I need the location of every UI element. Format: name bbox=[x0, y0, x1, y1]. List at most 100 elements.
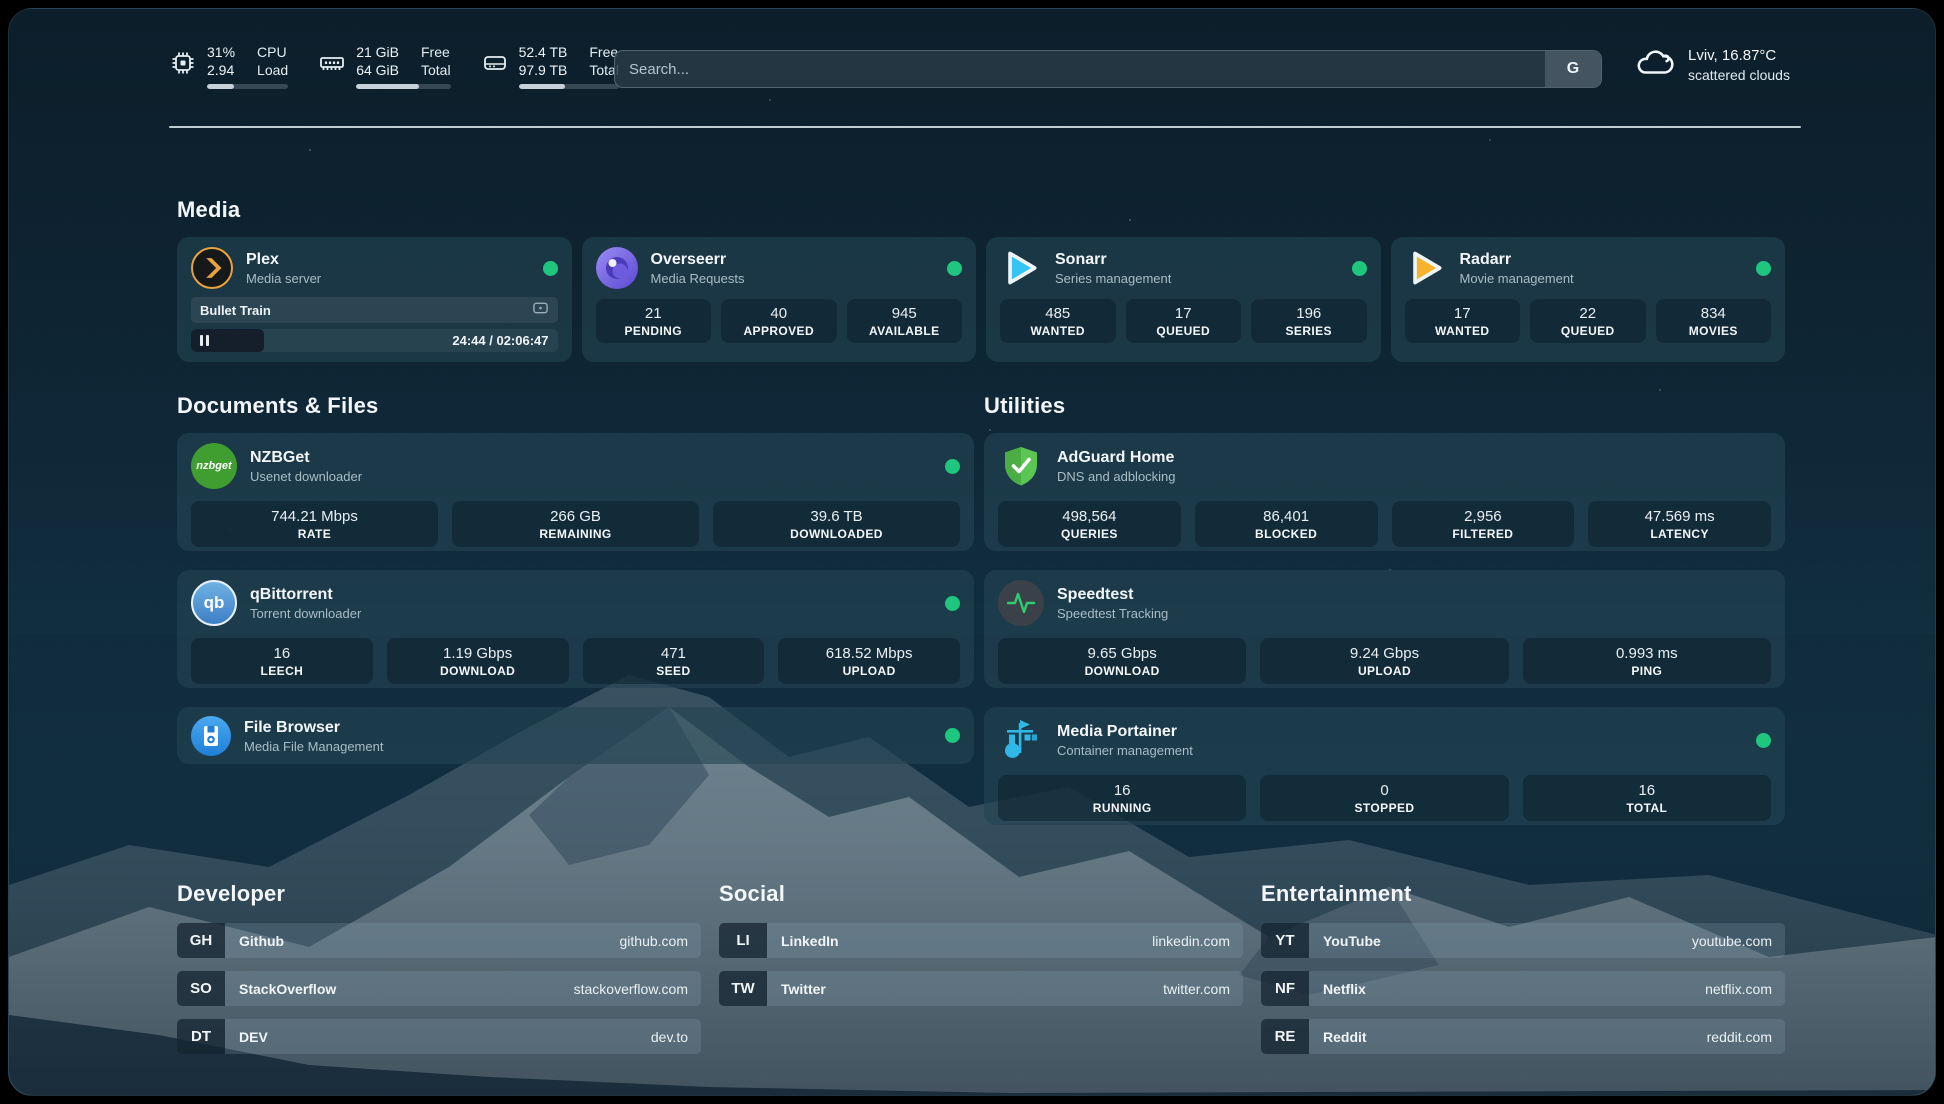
search-input[interactable] bbox=[615, 51, 1545, 87]
bookmark-stackoverflow[interactable]: SO StackOverflow stackoverflow.com bbox=[177, 971, 701, 1006]
stat-sonarr-series: 196 SERIES bbox=[1251, 299, 1367, 343]
bookmark-url-github: github.com bbox=[619, 932, 688, 949]
cpu-load-value: 2.94 bbox=[207, 62, 235, 78]
disk-progress-track bbox=[518, 84, 619, 89]
qbittorrent-icon: qb bbox=[191, 580, 237, 626]
app-card-portainer[interactable]: Media Portainer Container management 16 R… bbox=[984, 707, 1785, 825]
app-desc-radarr: Movie management bbox=[1459, 271, 1574, 286]
nzbget-icon: nzbget bbox=[191, 443, 237, 489]
plex-playback-time: 24:44 / 02:06:47 bbox=[452, 333, 549, 348]
disk-icon bbox=[481, 49, 509, 77]
stat-overseerr-pending: 21 PENDING bbox=[595, 299, 711, 343]
memory-progress-fill bbox=[356, 84, 420, 89]
app-card-filebrowser[interactable]: File Browser Media File Management bbox=[177, 707, 974, 764]
app-card-adguard[interactable]: AdGuard Home DNS and adblocking 498,564 Q… bbox=[984, 433, 1785, 551]
status-dot-plex bbox=[542, 260, 558, 276]
bookmark-abbr-stackoverflow: SO bbox=[177, 971, 225, 1006]
plex-icon bbox=[191, 247, 233, 289]
app-desc-portainer: Container management bbox=[1057, 743, 1193, 758]
bookmark-netflix[interactable]: NF Netflix netflix.com bbox=[1261, 971, 1785, 1006]
app-name-overseerr: Overseerr bbox=[650, 251, 727, 268]
memory-free-value: 21 GiB bbox=[356, 44, 399, 60]
bookmark-abbr-netflix: NF bbox=[1261, 971, 1309, 1006]
app-card-overseerr[interactable]: Overseerr Media Requests 21 PENDING 40 APP… bbox=[581, 237, 976, 362]
stat-sonarr-wanted: 485 WANTED bbox=[1000, 299, 1116, 343]
dashboard-window: 31% 2.94 CPU Load bbox=[8, 8, 1936, 1096]
stat-overseerr-approved: 40 APPROVED bbox=[721, 299, 837, 343]
app-card-speedtest[interactable]: Speedtest Speedtest Tracking 9.65 Gbps DO… bbox=[984, 570, 1785, 688]
app-desc-overseerr: Media Requests bbox=[650, 271, 745, 286]
status-dot-filebrowser bbox=[945, 728, 960, 743]
metric-cpu: 31% 2.94 CPU Load bbox=[169, 43, 289, 89]
pause-icon[interactable] bbox=[200, 335, 209, 346]
bookmark-github[interactable]: GH Github github.com bbox=[177, 923, 701, 958]
section-documents: Documents & Files nzbget NZBGet Usenet d… bbox=[177, 393, 974, 764]
app-name-qbittorrent: qBittorrent bbox=[250, 586, 333, 603]
disk-label-2: Total bbox=[589, 62, 619, 78]
overseerr-icon bbox=[595, 247, 638, 289]
bookmark-group-entertainment: Entertainment YT YouTube youtube.com NF … bbox=[1261, 881, 1785, 1067]
bookmark-group-title-social: Social bbox=[719, 881, 786, 906]
status-dot-overseerr bbox=[947, 260, 962, 276]
filebrowser-icon bbox=[191, 715, 231, 756]
stat-speedtest-ping: 0.993 ms PING bbox=[1522, 638, 1771, 684]
bookmark-reddit[interactable]: RE Reddit reddit.com bbox=[1261, 1019, 1785, 1054]
section-title-utilities: Utilities bbox=[984, 393, 1066, 418]
section-utilities: Utilities AdGuard Home DNS and adblockin… bbox=[984, 393, 1785, 825]
bookmark-abbr-github: GH bbox=[177, 923, 225, 958]
app-card-plex[interactable]: Plex Media server Bullet Train bbox=[177, 237, 572, 362]
bookmark-youtube[interactable]: YT YouTube youtube.com bbox=[1261, 923, 1785, 958]
stat-portainer-total: 16 TOTAL bbox=[1522, 775, 1771, 821]
bookmark-name-linkedin: LinkedIn bbox=[781, 932, 839, 949]
search-engine-button[interactable]: G bbox=[1545, 51, 1601, 87]
cloud-icon bbox=[1634, 45, 1676, 84]
bookmark-abbr-linkedin: LI bbox=[719, 923, 767, 958]
disk-total-value: 97.9 TB bbox=[518, 62, 568, 78]
stat-radarr-queued: 22 QUEUED bbox=[1530, 299, 1646, 343]
app-card-qbittorrent[interactable]: qb qBittorrent Torrent downloader 16 LEEC… bbox=[177, 570, 974, 688]
app-desc-qbittorrent: Torrent downloader bbox=[250, 606, 362, 621]
stat-overseerr-available: 945 AVAILABLE bbox=[846, 299, 962, 343]
stat-nzbget-rate: 744.21 Mbps RATE bbox=[191, 501, 438, 547]
app-name-nzbget: NZBGet bbox=[250, 449, 310, 466]
status-dot-qbittorrent bbox=[945, 595, 960, 611]
app-name-speedtest: Speedtest bbox=[1057, 586, 1134, 603]
plex-now-playing-title: Bullet Train bbox=[200, 302, 271, 318]
weather-widget: Lviv, 16.87°C scattered clouds bbox=[1634, 45, 1790, 84]
bookmark-url-stackoverflow: stackoverflow.com bbox=[573, 980, 688, 997]
bookmark-name-reddit: Reddit bbox=[1323, 1028, 1367, 1045]
screen-icon bbox=[532, 301, 549, 319]
bookmark-abbr-dev: DT bbox=[177, 1019, 225, 1054]
bookmark-dev[interactable]: DT DEV dev.to bbox=[177, 1019, 701, 1054]
memory-icon bbox=[318, 49, 346, 77]
plex-progress-bar[interactable]: 24:44 / 02:06:47 bbox=[191, 329, 558, 352]
status-dot-nzbget bbox=[945, 458, 960, 474]
bookmark-url-youtube: youtube.com bbox=[1691, 932, 1772, 949]
app-card-nzbget[interactable]: nzbget NZBGet Usenet downloader 744.21 M… bbox=[177, 433, 974, 551]
bookmark-group-title-developer: Developer bbox=[177, 881, 286, 906]
cpu-label-2: Load bbox=[257, 62, 289, 78]
weather-condition: scattered clouds bbox=[1688, 66, 1790, 83]
stat-adguard-queries: 498,564 QUERIES bbox=[998, 501, 1181, 547]
system-metrics: 31% 2.94 CPU Load bbox=[169, 43, 619, 89]
bookmark-name-stackoverflow: StackOverflow bbox=[239, 980, 337, 997]
stat-portainer-running: 16 RUNNING bbox=[998, 775, 1247, 821]
stat-nzbget-remaining: 266 GB REMAINING bbox=[452, 501, 699, 547]
stat-adguard-filtered: 2,956 FILTERED bbox=[1391, 501, 1575, 547]
snow-speckles bbox=[9, 9, 11, 11]
disk-label-1: Free bbox=[589, 44, 619, 60]
stat-qbittorrent-download: 1.19 Gbps DOWNLOAD bbox=[386, 638, 569, 684]
stat-portainer-stopped: 0 STOPPED bbox=[1260, 775, 1509, 821]
bookmark-url-twitter: twitter.com bbox=[1163, 980, 1230, 997]
weather-location-temp: Lviv, 16.87°C bbox=[1688, 46, 1777, 64]
bookmark-name-github: Github bbox=[239, 932, 285, 949]
app-card-radarr[interactable]: Radarr Movie management 17 WANTED 22 QUEUE… bbox=[1390, 237, 1785, 362]
cpu-usage-value: 31% bbox=[207, 44, 236, 60]
plex-now-playing: Bullet Train bbox=[191, 297, 558, 323]
header-divider bbox=[169, 126, 1801, 128]
bookmarks-section: Developer GH Github github.com SO StackO… bbox=[177, 881, 1785, 1067]
plex-progress-played bbox=[191, 329, 265, 352]
app-card-sonarr[interactable]: Sonarr Series management 485 WANTED 17 QUE… bbox=[986, 237, 1381, 362]
bookmark-twitter[interactable]: TW Twitter twitter.com bbox=[719, 971, 1243, 1006]
bookmark-linkedin[interactable]: LI LinkedIn linkedin.com bbox=[719, 923, 1243, 958]
